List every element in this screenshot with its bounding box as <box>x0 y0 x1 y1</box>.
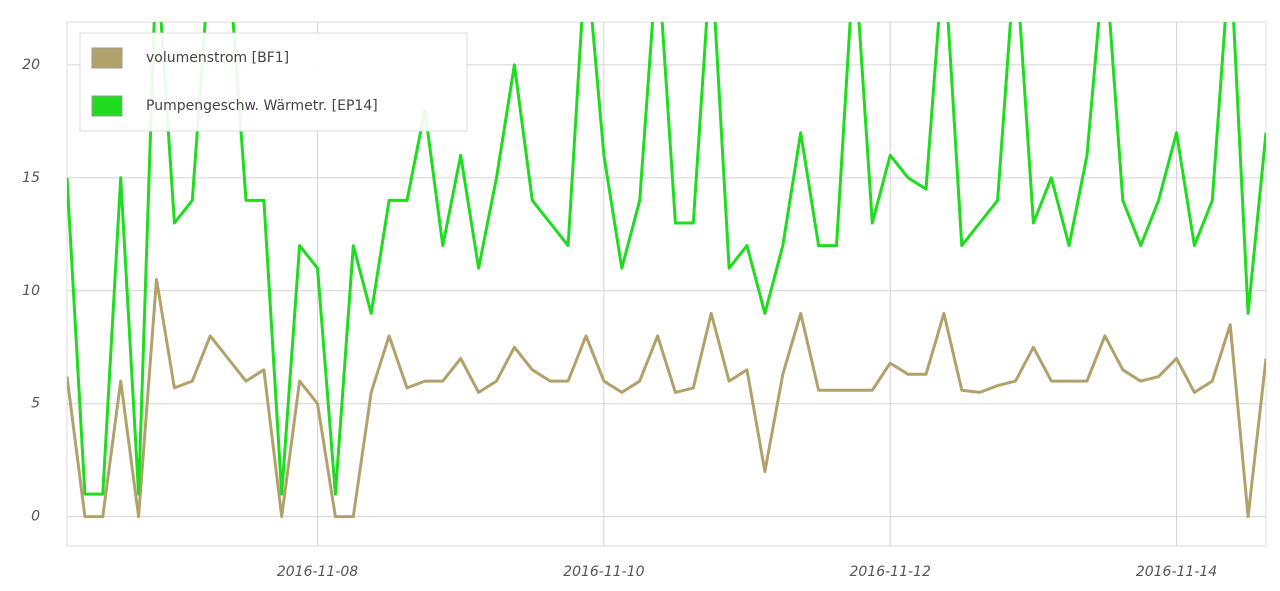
x-tick-label: 2016-11-10 <box>563 564 644 580</box>
plot-area <box>66 21 1267 547</box>
plot-lines <box>67 22 1266 519</box>
legend-label: Pumpengeschw. Wärmetr. [EP14] <box>146 98 378 114</box>
y-tick-label: 10 <box>22 283 40 299</box>
legend-swatch <box>91 47 123 69</box>
y-tick-label: 5 <box>31 396 40 412</box>
legend-swatch <box>91 95 123 117</box>
x-tick-label: 2016-11-08 <box>277 564 358 580</box>
series-line <box>67 278 1266 519</box>
y-tick-label: 0 <box>31 509 40 525</box>
x-tick-label: 2016-11-14 <box>1136 564 1217 580</box>
y-tick-label: 15 <box>22 170 40 186</box>
series-line <box>67 22 1266 496</box>
y-tick-label: 20 <box>22 57 40 73</box>
legend-label: volumenstrom [BF1] <box>146 50 289 66</box>
x-tick-label: 2016-11-12 <box>850 564 931 580</box>
legend-box <box>79 32 468 132</box>
